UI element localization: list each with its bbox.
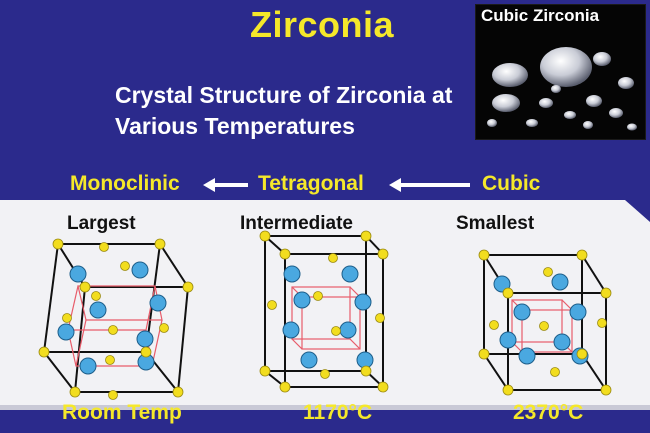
- size-label-tetragonal: Intermediate: [240, 213, 353, 234]
- phase-monoclinic: Monoclinic: [70, 172, 180, 195]
- temp-label-monoclinic: Room Temp: [62, 401, 182, 424]
- phase-cubic: Cubic: [482, 172, 541, 195]
- arrow-left-icon: [389, 178, 470, 192]
- cubic-unit-cell: [478, 249, 612, 396]
- photo-label: Cubic Zirconia: [481, 6, 600, 25]
- page-title: Zirconia: [250, 4, 395, 45]
- gem-large-icon: [540, 47, 592, 87]
- monoclinic-unit-cell: [38, 238, 194, 400]
- arrow-left-icon: [203, 178, 248, 192]
- temp-label-cubic: 2370°C: [513, 401, 584, 424]
- cubic-zirconia-photo: [475, 4, 646, 140]
- size-label-cubic: Smallest: [456, 213, 535, 234]
- subtitle: Crystal Structure of Zirconia at Various…: [115, 82, 453, 139]
- phase-tetragonal: Tetragonal: [258, 172, 364, 195]
- tetragonal-unit-cell: [259, 230, 389, 393]
- temp-label-tetragonal: 1170°C: [303, 401, 373, 424]
- size-label-monoclinic: Largest: [67, 213, 136, 234]
